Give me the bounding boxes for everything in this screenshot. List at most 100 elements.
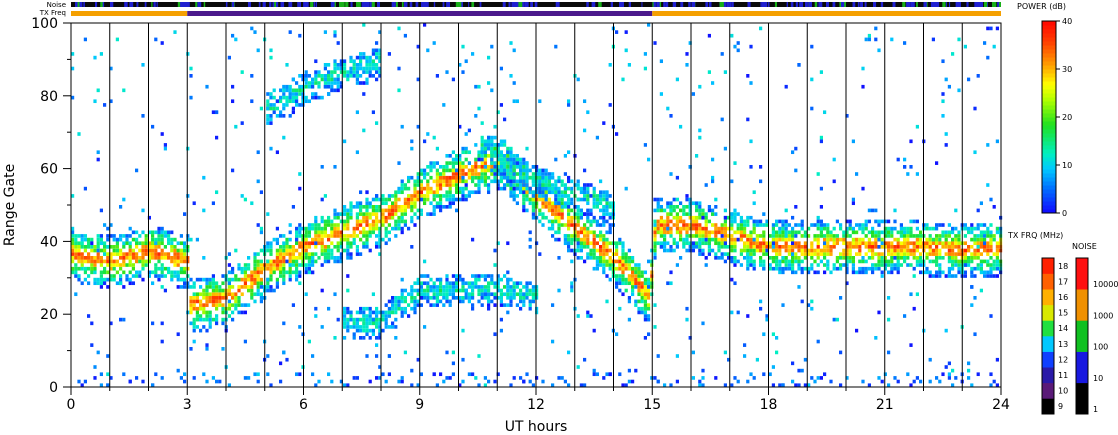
heatmap-cell — [538, 168, 542, 173]
heatmap-cell — [746, 314, 750, 318]
noise-bar-spot — [508, 2, 511, 7]
heatmap-cell — [791, 248, 795, 253]
noise-bar-spot — [610, 2, 613, 7]
heatmap-cell — [461, 299, 465, 304]
noise-bar-spot — [936, 2, 940, 7]
heatmap-cell — [557, 237, 561, 242]
heatmap-cell — [528, 197, 532, 202]
heatmap-cell — [583, 212, 587, 216]
heatmap-cell — [864, 245, 868, 249]
heatmap-cell — [215, 110, 219, 115]
heatmap-cell — [426, 299, 430, 304]
heatmap-cell — [122, 317, 126, 322]
heatmap-cell — [698, 201, 702, 206]
heatmap-cell — [928, 270, 932, 275]
heatmap-cell — [432, 285, 436, 289]
heatmap-cell — [455, 281, 459, 286]
x-tick-label: 21 — [876, 397, 894, 413]
heatmap-cell — [355, 205, 359, 209]
heatmap-cell — [413, 197, 417, 202]
heatmap-cell — [608, 241, 612, 246]
heatmap-cell — [499, 157, 503, 162]
heatmap-cell — [151, 245, 155, 249]
heatmap-cell — [618, 281, 622, 286]
heatmap-cell — [467, 161, 471, 165]
heatmap-cell — [909, 343, 913, 347]
heatmap-cell — [791, 150, 795, 155]
heatmap-cell — [627, 368, 631, 373]
heatmap-cell — [83, 379, 87, 384]
heatmap-cell — [355, 212, 359, 216]
heatmap-cell — [531, 299, 535, 304]
heatmap-cell — [416, 197, 420, 202]
heatmap-cell — [314, 70, 318, 74]
heatmap-cell — [695, 226, 699, 231]
heatmap-cell — [112, 248, 116, 253]
heatmap-cell — [378, 317, 382, 322]
heatmap-cell — [576, 230, 580, 235]
heatmap-cell — [787, 237, 791, 242]
heatmap-cell — [375, 41, 379, 45]
heatmap-cell — [474, 183, 478, 187]
heatmap-cell — [368, 321, 372, 326]
heatmap-cell — [701, 230, 705, 235]
heatmap-cell — [179, 256, 183, 260]
heatmap-cell — [125, 237, 129, 242]
heatmap-cell — [791, 263, 795, 267]
heatmap-cell — [183, 266, 187, 271]
heatmap-cell — [695, 219, 699, 224]
heatmap-cell — [560, 212, 564, 216]
heatmap-cell — [931, 248, 935, 253]
heatmap-cell — [957, 37, 961, 42]
heatmap-cell — [215, 292, 219, 297]
heatmap-cell — [919, 252, 923, 256]
heatmap-cell — [243, 197, 247, 202]
heatmap-cell — [103, 277, 107, 282]
power-colorbar-segment — [1042, 21, 1056, 26]
heatmap-cell — [615, 252, 619, 256]
heatmap-cell — [954, 208, 958, 213]
heatmap-cell — [496, 372, 500, 377]
heatmap-cell — [714, 223, 718, 227]
heatmap-cell — [535, 215, 539, 220]
heatmap-cell — [435, 172, 439, 176]
heatmap-cell — [618, 237, 622, 242]
heatmap-cell — [211, 376, 215, 380]
heatmap-cell — [311, 84, 315, 89]
heatmap-cell — [487, 274, 491, 278]
heatmap-cell — [880, 252, 884, 256]
heatmap-cell — [323, 248, 327, 253]
heatmap-cell — [467, 168, 471, 173]
power-colorbar-segment — [1042, 141, 1056, 146]
heatmap-cell — [435, 277, 439, 282]
heatmap-cell — [759, 223, 763, 227]
heatmap-cell — [653, 303, 657, 307]
heatmap-cell — [288, 277, 292, 282]
heatmap-cell — [781, 266, 785, 271]
heatmap-cell — [880, 274, 884, 278]
noise-bar-spot — [852, 2, 856, 7]
heatmap-cell — [176, 263, 180, 267]
heatmap-cell — [343, 317, 347, 322]
heatmap-cell — [272, 88, 276, 93]
heatmap-cell — [199, 285, 203, 289]
heatmap-cell — [311, 223, 315, 227]
heatmap-cell — [477, 383, 481, 388]
heatmap-cell — [333, 63, 337, 67]
heatmap-cell — [935, 270, 939, 275]
noise-bar-spot — [334, 2, 336, 7]
heatmap-cell — [973, 332, 977, 337]
heatmap-cell — [231, 292, 235, 297]
heatmap-cell — [509, 150, 513, 155]
heatmap-cell — [778, 219, 782, 224]
heatmap-cell — [307, 84, 311, 89]
heatmap-cell — [256, 179, 260, 184]
heatmap-cell — [211, 285, 215, 289]
heatmap-cell — [775, 219, 779, 224]
heatmap-cell — [989, 270, 993, 275]
heatmap-cell — [995, 226, 999, 231]
heatmap-cell — [215, 281, 219, 286]
heatmap-cell — [445, 350, 449, 355]
heatmap-cell — [509, 183, 513, 187]
power-colorbar-segment — [1042, 49, 1056, 54]
